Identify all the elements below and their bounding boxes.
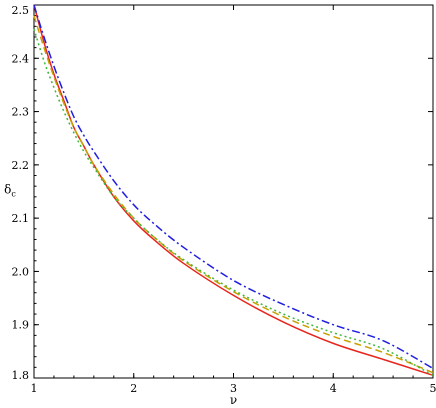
y-tick-label: 2.0 [12,265,30,278]
y-tick-label: 2.3 [12,106,30,119]
series-line-1 [33,4,434,377]
y-tick-label: 1.8 [12,369,30,382]
axis-ticks: 1 2 3 4 5 1.8 1.9 2.0 2.1 2.2 2.3 2.4 2.5 [12,4,436,395]
x-axis-label: ν [230,393,237,407]
y-axis-label: δc [4,183,16,199]
series-line-2 [33,15,434,374]
x-tick-label: 2 [130,382,137,395]
x-tick-label: 4 [330,382,337,395]
y-tick-label: 1.9 [12,319,30,332]
y-axis-label-main: δ [4,183,11,197]
y-tick-label: 2.1 [12,212,30,225]
plot-frame [33,4,434,379]
y-tick-label: 2.2 [12,159,30,172]
series-line-4 [33,4,434,370]
y-tick-label: 2.5 [12,4,30,17]
x-tick-label: 1 [31,382,38,395]
series-layer [33,4,434,377]
y-axis-label-subscript: c [11,190,16,199]
series-line-3 [33,28,434,377]
y-tick-label: 2.4 [12,52,30,65]
x-tick-label: 3 [230,382,237,395]
x-tick-label: 5 [430,382,436,395]
